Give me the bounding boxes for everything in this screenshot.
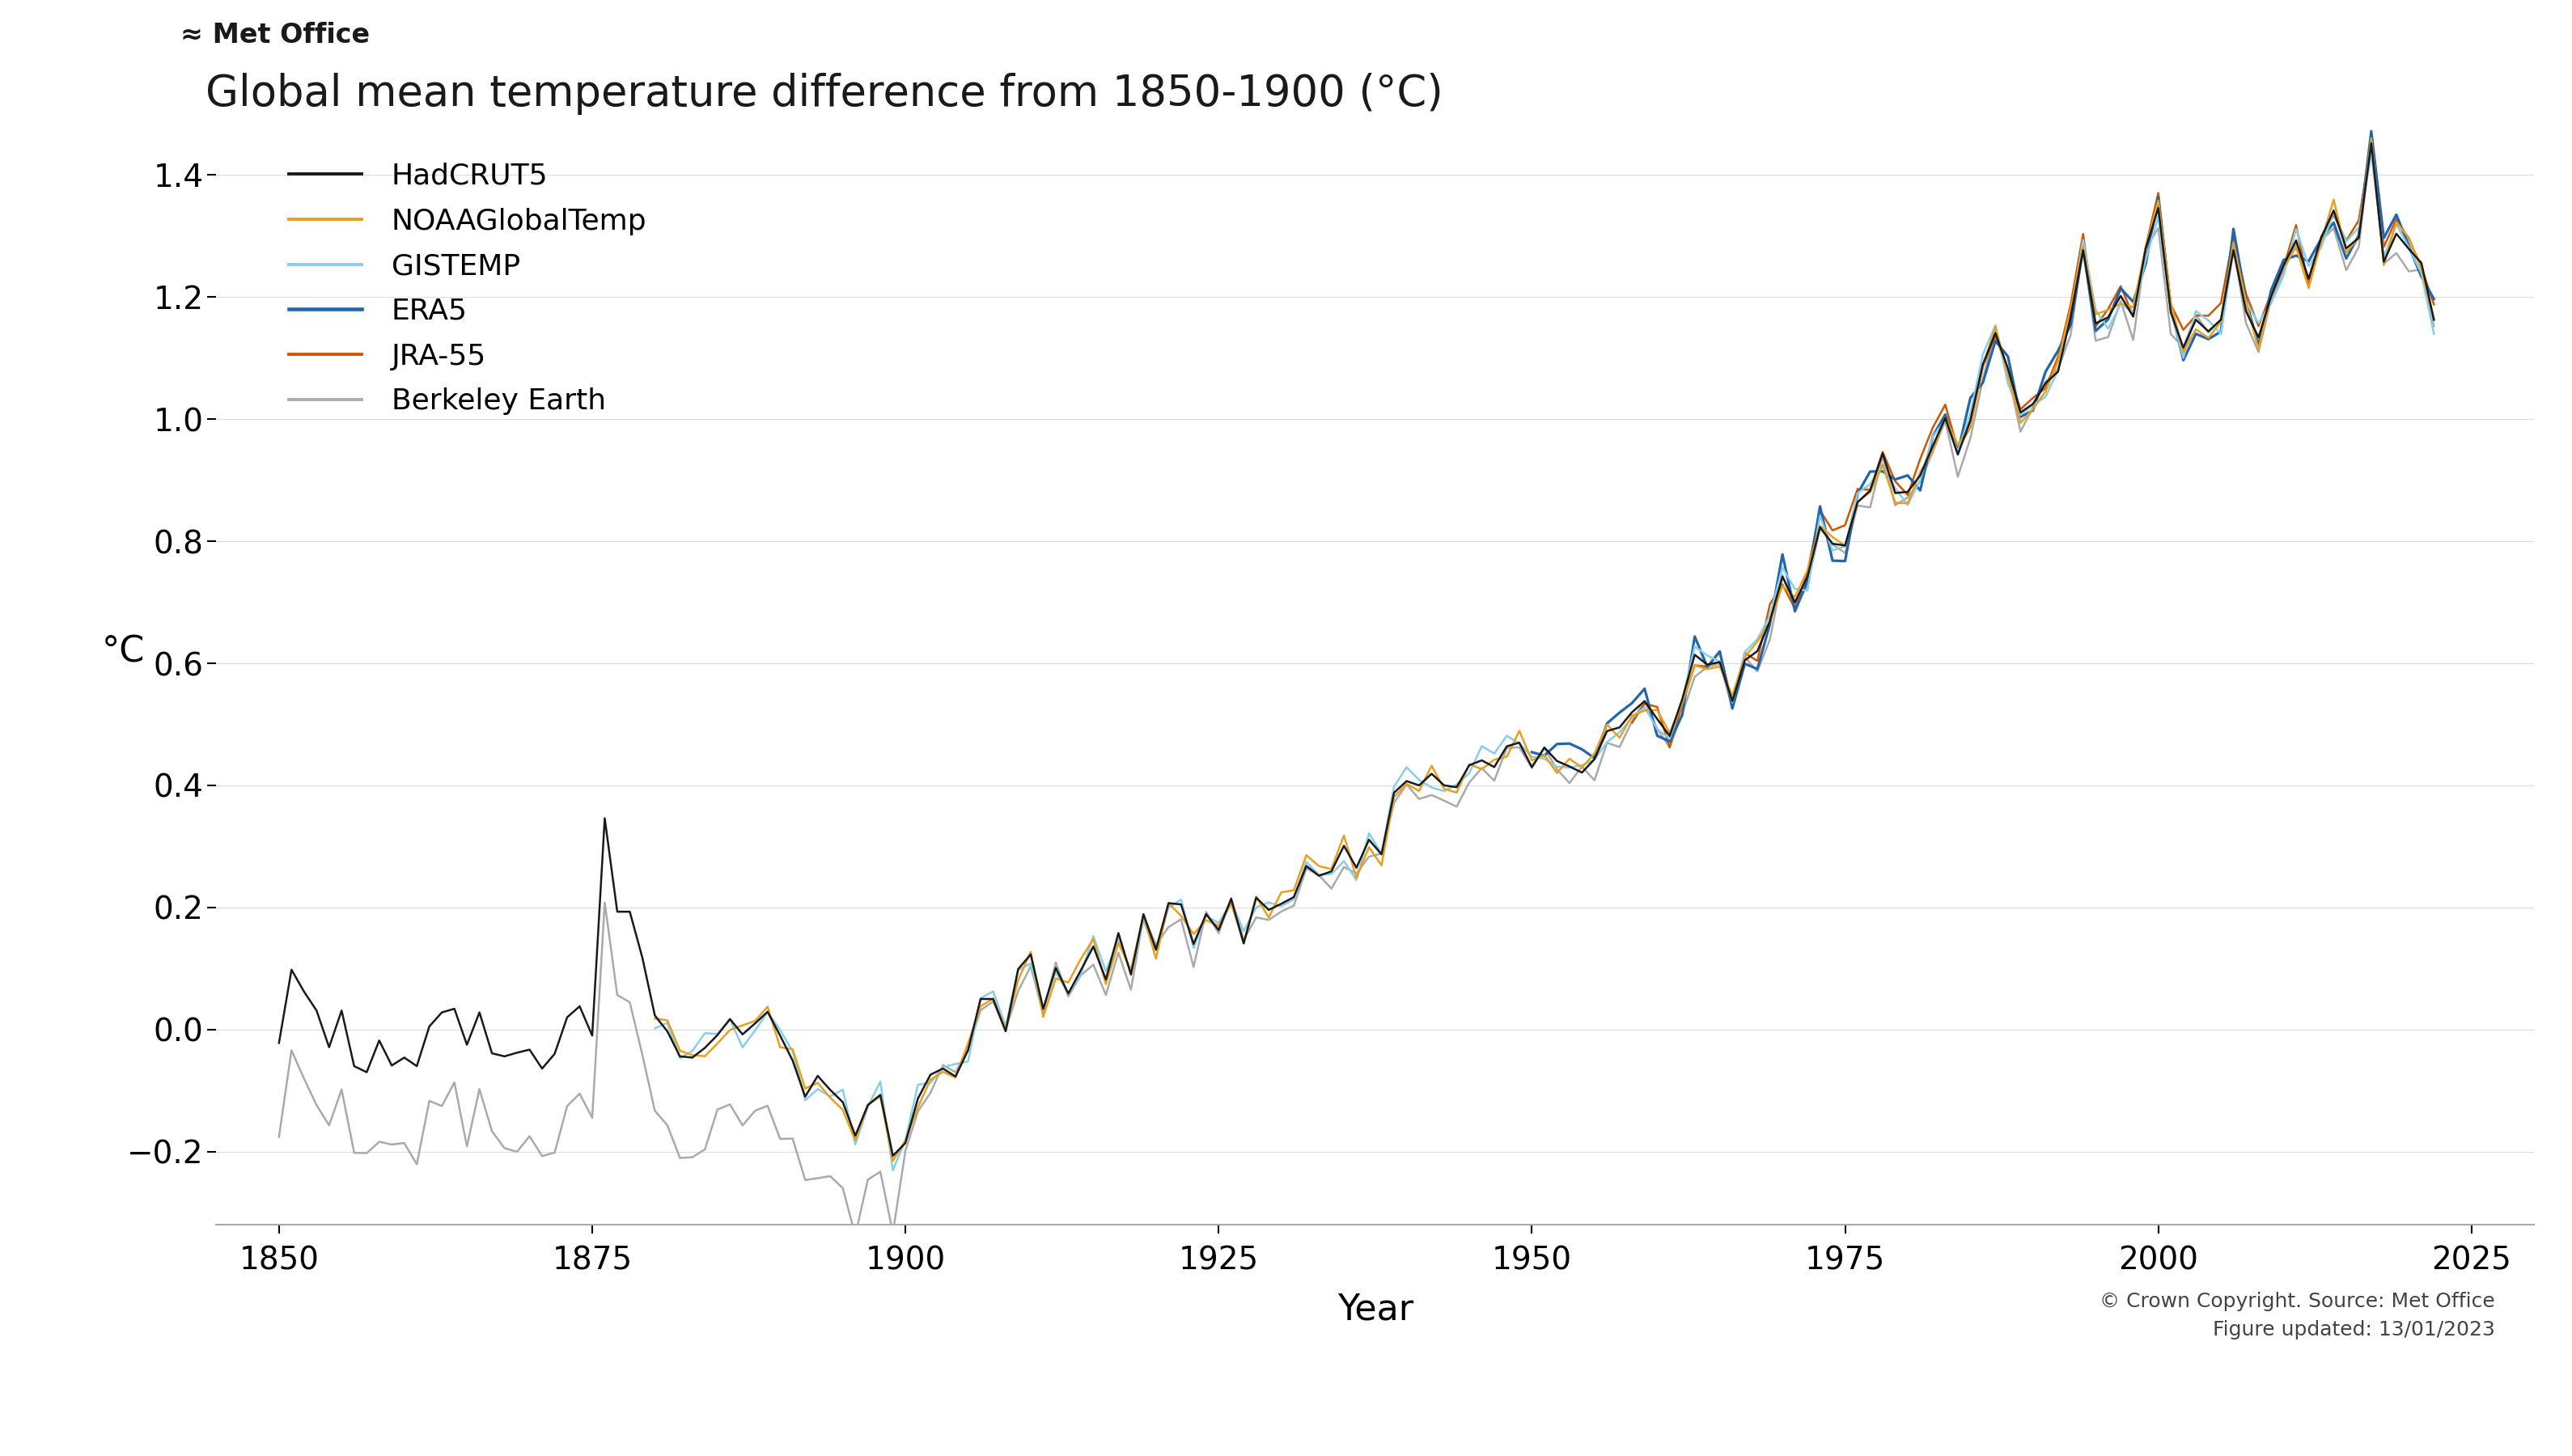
Legend: HadCRUT5, NOAAGlobalTemp, GISTEMP, ERA5, JRA-55, Berkeley Earth: HadCRUT5, NOAAGlobalTemp, GISTEMP, ERA5,… bbox=[278, 151, 658, 427]
ERA5 bbox=[1829, 552, 1860, 569]
JRA-55 bbox=[2418, 296, 2449, 313]
Line: NOAAGlobalTemp: NOAAGlobalTemp bbox=[656, 138, 2433, 1160]
GISTEMP bbox=[640, 1019, 671, 1037]
Berkeley Earth bbox=[2418, 317, 2449, 335]
HadCRUT5 bbox=[2356, 134, 2387, 151]
ERA5 bbox=[2418, 290, 2449, 307]
NOAAGlobalTemp bbox=[2356, 130, 2387, 147]
HadCRUT5 bbox=[1453, 757, 1484, 775]
NOAAGlobalTemp bbox=[702, 1035, 733, 1053]
NOAAGlobalTemp bbox=[1116, 961, 1147, 978]
JRA-55 bbox=[1816, 521, 1847, 539]
GISTEMP bbox=[1116, 964, 1147, 981]
ERA5 bbox=[2305, 230, 2335, 248]
JRA-55 bbox=[2042, 348, 2073, 365]
GISTEMP bbox=[1379, 778, 1409, 795]
ERA5 bbox=[2356, 122, 2387, 140]
Line: ERA5: ERA5 bbox=[1533, 131, 2433, 759]
JRA-55 bbox=[1867, 443, 1898, 460]
NOAAGlobalTemp bbox=[877, 1152, 908, 1169]
Text: © Crown Copyright. Source: Met Office
Figure updated: 13/01/2023: © Crown Copyright. Source: Met Office Fi… bbox=[2099, 1291, 2495, 1340]
JRA-55 bbox=[1968, 358, 1998, 376]
GISTEMP bbox=[702, 1025, 733, 1042]
ERA5 bbox=[1517, 744, 1548, 761]
Berkeley Earth bbox=[1065, 967, 1096, 984]
GISTEMP bbox=[2418, 325, 2449, 342]
X-axis label: Year: Year bbox=[1337, 1293, 1415, 1328]
NOAAGlobalTemp bbox=[1440, 783, 1471, 801]
NOAAGlobalTemp bbox=[640, 1010, 671, 1028]
Text: Global mean temperature difference from 1850-1900 (°C): Global mean temperature difference from … bbox=[206, 73, 1443, 115]
JRA-55 bbox=[1654, 738, 1685, 756]
HadCRUT5 bbox=[1065, 961, 1096, 978]
ERA5 bbox=[1980, 332, 2011, 349]
ERA5 bbox=[1579, 750, 1610, 767]
Line: HadCRUT5: HadCRUT5 bbox=[278, 143, 2433, 1156]
ERA5 bbox=[2281, 248, 2312, 265]
ERA5 bbox=[2343, 227, 2374, 245]
Berkeley Earth bbox=[1317, 879, 1348, 897]
Line: Berkeley Earth: Berkeley Earth bbox=[278, 140, 2433, 1236]
Text: ≈ Met Office: ≈ Met Office bbox=[180, 22, 370, 48]
HadCRUT5 bbox=[2194, 323, 2225, 341]
GISTEMP bbox=[790, 1092, 820, 1109]
Line: JRA-55: JRA-55 bbox=[1633, 144, 2433, 747]
HadCRUT5 bbox=[1317, 863, 1348, 881]
Berkeley Earth bbox=[2194, 323, 2225, 341]
JRA-55 bbox=[1618, 713, 1649, 731]
HadCRUT5 bbox=[2418, 312, 2449, 329]
HadCRUT5 bbox=[1842, 494, 1872, 511]
JRA-55 bbox=[2395, 230, 2425, 248]
JRA-55 bbox=[2317, 207, 2348, 224]
Berkeley Earth bbox=[841, 1227, 872, 1245]
NOAAGlobalTemp bbox=[1253, 909, 1283, 926]
Berkeley Earth bbox=[262, 1128, 293, 1146]
Line: GISTEMP: GISTEMP bbox=[656, 153, 2433, 1171]
GISTEMP bbox=[877, 1162, 908, 1179]
ERA5 bbox=[1728, 655, 1759, 673]
GISTEMP bbox=[1440, 776, 1471, 794]
Berkeley Earth bbox=[1453, 773, 1484, 791]
GISTEMP bbox=[1253, 894, 1283, 911]
HadCRUT5 bbox=[1916, 437, 1947, 454]
NOAAGlobalTemp bbox=[790, 1080, 820, 1098]
NOAAGlobalTemp bbox=[2418, 312, 2449, 329]
Y-axis label: °C: °C bbox=[103, 635, 144, 670]
HadCRUT5 bbox=[877, 1147, 908, 1165]
HadCRUT5 bbox=[262, 1034, 293, 1051]
GISTEMP bbox=[2356, 144, 2387, 162]
Berkeley Earth bbox=[2356, 131, 2387, 149]
Berkeley Earth bbox=[1842, 496, 1872, 514]
JRA-55 bbox=[2356, 135, 2387, 153]
NOAAGlobalTemp bbox=[1379, 788, 1409, 805]
Berkeley Earth bbox=[1916, 443, 1947, 460]
